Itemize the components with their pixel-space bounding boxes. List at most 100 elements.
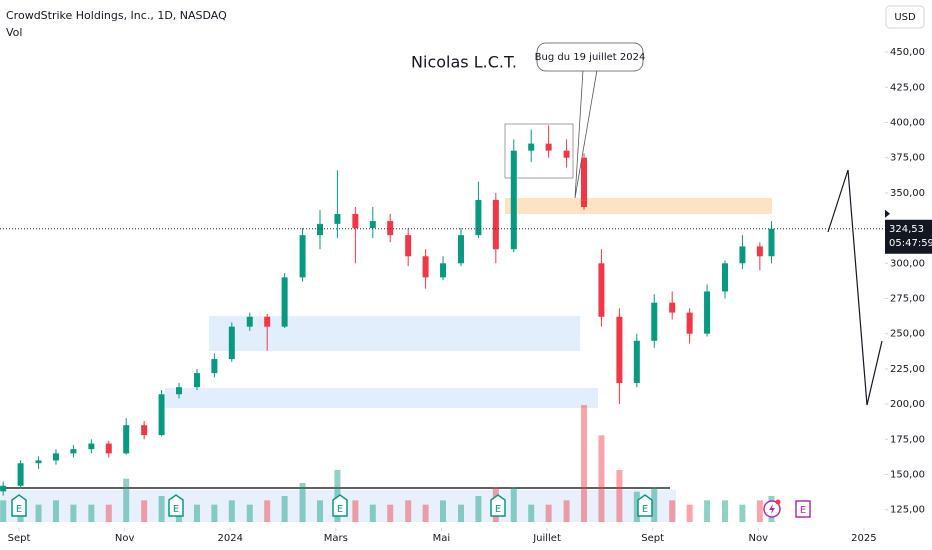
- volume-bar: [739, 504, 746, 522]
- candle-body: [581, 157, 588, 207]
- candle-body: [246, 316, 253, 327]
- volume-bar: [0, 500, 7, 522]
- candle-body: [228, 326, 235, 360]
- volume-bar: [246, 504, 253, 522]
- countdown-label: 05:47:59: [889, 238, 932, 249]
- volume-legend: Vol: [6, 26, 22, 39]
- y-tick-label: 125,00: [890, 505, 925, 516]
- y-tick-label: 275,00: [890, 293, 925, 304]
- y-tick-label: 425,00: [890, 82, 925, 93]
- x-tick-label: Sept: [8, 533, 31, 544]
- x-tick-label: Mai: [433, 533, 451, 544]
- earnings-marker[interactable]: E: [11, 494, 27, 517]
- earnings-letter: E: [800, 505, 806, 516]
- candle-body: [316, 223, 323, 236]
- earnings-letter: E: [495, 504, 501, 515]
- volume-bar: [722, 500, 729, 522]
- volume-bar: [35, 504, 42, 522]
- y-tick-label: 350,00: [890, 188, 925, 199]
- candle-body: [35, 460, 42, 464]
- candle-body: [739, 246, 746, 264]
- event-markers: E E E E E E: [11, 494, 811, 518]
- volume-bar: [528, 504, 535, 522]
- volume-bar: [756, 500, 763, 522]
- x-tick-label: Juillet: [532, 533, 561, 544]
- volume-bar: [669, 500, 676, 522]
- volume-bar: [264, 500, 271, 522]
- candle-body: [158, 394, 165, 436]
- volume-bar: [422, 504, 429, 522]
- candle-body: [123, 425, 130, 454]
- callout-box: [536, 42, 644, 72]
- y-tick-label: 450,00: [890, 47, 925, 58]
- volume-bar: [440, 500, 447, 522]
- volume-bar: [704, 500, 711, 522]
- candle-body: [88, 443, 95, 450]
- x-tick-label: 2024: [218, 533, 243, 544]
- volume-bar: [52, 500, 59, 522]
- volume-bar: [158, 496, 165, 522]
- earnings-letter: E: [642, 504, 648, 515]
- candle-body: [105, 443, 112, 454]
- callout-pointer: [574, 69, 598, 199]
- candle-body: [176, 387, 183, 395]
- earnings-marker[interactable]: E: [637, 494, 653, 517]
- candle-body: [17, 463, 24, 486]
- candle-body: [651, 302, 658, 341]
- candle-body: [545, 143, 552, 151]
- volume-bar: [123, 478, 130, 522]
- last-price-label: 324,53: [889, 224, 924, 235]
- currency-label[interactable]: USD: [894, 12, 916, 23]
- y-tick-label: 300,00: [890, 258, 925, 269]
- x-tick-label: Mars: [324, 533, 348, 544]
- candle-body: [405, 235, 412, 257]
- candle-body: [510, 150, 517, 250]
- volume-bar: [352, 500, 359, 522]
- candle-body: [633, 340, 640, 383]
- y-tick-label: 375,00: [890, 153, 925, 164]
- volume-bar: [475, 496, 482, 522]
- volume-bar: [510, 487, 517, 522]
- watermark: Nicolas L.C.T.: [411, 53, 517, 72]
- earnings-letter: E: [16, 504, 22, 515]
- candle-body: [369, 221, 376, 229]
- candle-body: [52, 453, 59, 461]
- volume-bar: [228, 500, 235, 522]
- candle-body: [686, 312, 693, 334]
- volume-bar: [387, 504, 394, 522]
- supply-zone: [505, 198, 772, 214]
- earnings-marker[interactable]: E: [168, 494, 184, 517]
- candle-body: [598, 263, 605, 317]
- candle-body: [211, 359, 218, 374]
- y-tick-label: 175,00: [890, 434, 925, 445]
- candle-body: [387, 221, 394, 236]
- volume-bar: [581, 405, 588, 522]
- y-tick-label: 250,00: [890, 329, 925, 340]
- symbol-header: CrowdStrike Holdings, Inc., 1D, NASDAQ: [6, 9, 227, 22]
- candle-body: [70, 449, 77, 454]
- candle-body: [768, 228, 775, 257]
- candle-body: [440, 263, 447, 278]
- volume-bar: [369, 504, 376, 522]
- y-tick-label: 150,00: [890, 469, 925, 480]
- candle-body: [299, 235, 306, 278]
- volume-bar: [141, 500, 148, 522]
- earnings-marker[interactable]: E: [795, 500, 811, 518]
- candle-body: [141, 425, 148, 436]
- candle-body: [492, 199, 499, 250]
- volume-bar: [193, 504, 200, 522]
- volume-bar: [457, 504, 464, 522]
- earnings-marker[interactable]: E: [332, 494, 348, 517]
- volume-bar: [70, 504, 77, 522]
- y-tick-label: 400,00: [890, 117, 925, 128]
- volume-bar: [616, 470, 623, 522]
- dividend-marker[interactable]: [763, 499, 781, 518]
- volume-bar: [598, 435, 605, 522]
- earnings-marker[interactable]: E: [490, 494, 506, 517]
- y-tick-label: 225,00: [890, 364, 925, 375]
- volume-bar: [563, 500, 570, 522]
- volume-bar: [105, 504, 112, 522]
- currency-button[interactable]: [885, 5, 925, 29]
